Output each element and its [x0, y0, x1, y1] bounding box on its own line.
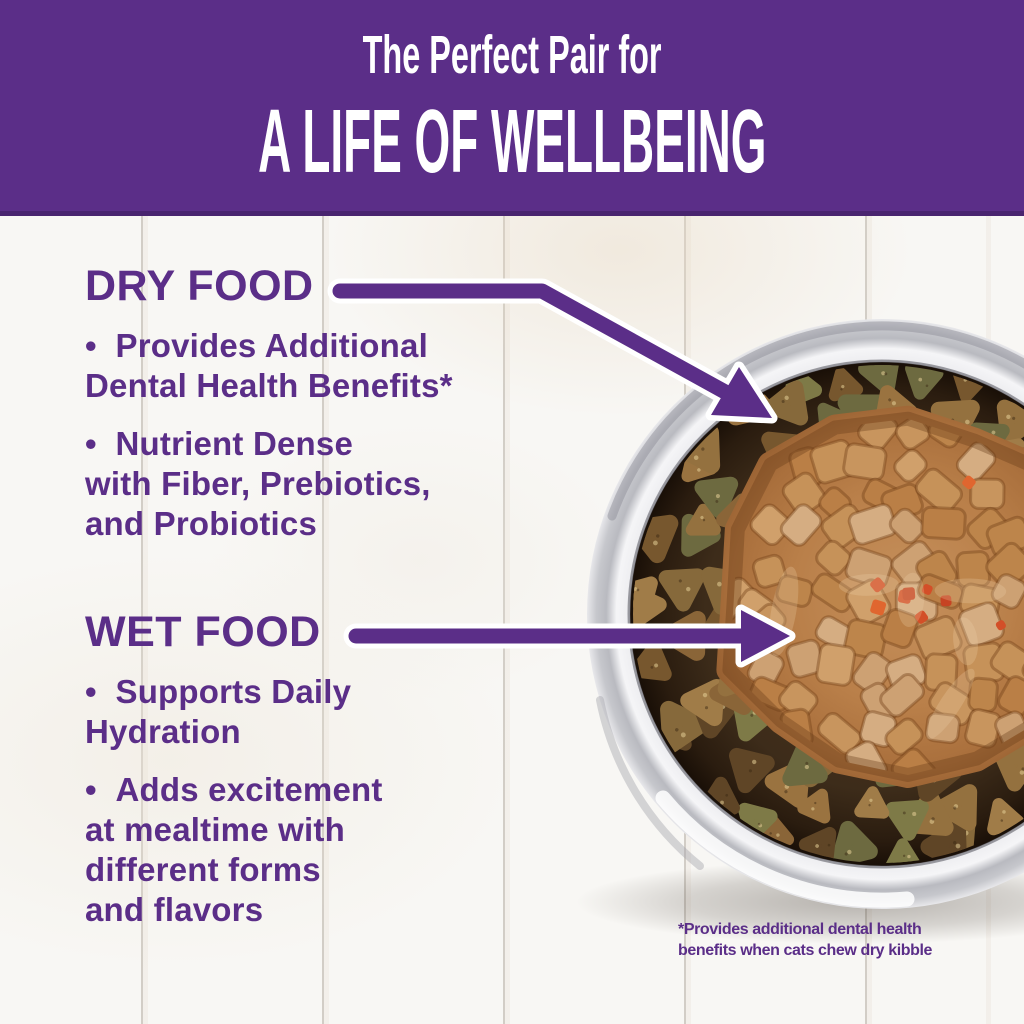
bowl [576, 319, 1024, 944]
header-banner: The Perfect Pair for A LIFE OF WELLBEING [0, 0, 1024, 216]
dry-food-bullet-2: • Nutrient Dense with Fiber, Prebiotics,… [85, 425, 431, 542]
footnote: *Provides additional dental health benef… [678, 921, 933, 959]
wet-food-bullet-1: • Supports Daily Hydration [85, 673, 352, 750]
banner-subtitle-text: The Perfect Pair for [362, 25, 662, 85]
dry-food-section: DRY FOOD • Provides Additional Dental He… [85, 262, 453, 544]
wet-food-section: WET FOOD • Supports Daily Hydration • Ad… [85, 608, 383, 930]
dry-food-arrow [327, 278, 778, 424]
wet-food-arrow [343, 604, 796, 668]
banner-subtitle: The Perfect Pair for [0, 28, 1024, 82]
dry-food-heading: DRY FOOD [85, 262, 314, 310]
banner-title-text: A LIFE OF WELLBEING [257, 92, 767, 192]
wet-food [716, 405, 1024, 788]
banner-title: A LIFE OF WELLBEING [0, 97, 1024, 187]
wet-food-heading: WET FOOD [85, 608, 321, 656]
wet-food-bullet-2: • Adds excitement at mealtime with diffe… [85, 771, 383, 928]
dry-food-bullet-1: • Provides Additional Dental Health Bene… [85, 327, 453, 404]
